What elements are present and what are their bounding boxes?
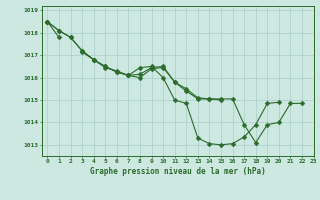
X-axis label: Graphe pression niveau de la mer (hPa): Graphe pression niveau de la mer (hPa) <box>90 167 266 176</box>
